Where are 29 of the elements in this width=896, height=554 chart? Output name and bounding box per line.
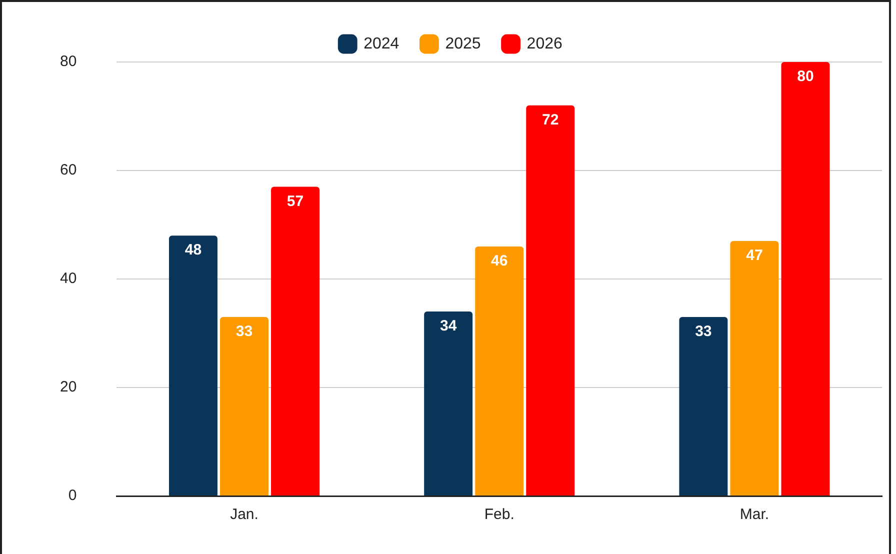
bar xyxy=(781,62,830,496)
bar xyxy=(730,241,779,496)
y-tick-label: 60 xyxy=(60,162,77,179)
data-label: 47 xyxy=(746,247,763,264)
data-label: 57 xyxy=(286,192,304,210)
y-tick-label: 40 xyxy=(60,270,77,288)
data-label: 33 xyxy=(695,323,712,340)
legend-label: 2025 xyxy=(445,35,481,52)
legend-label: 2024 xyxy=(364,35,400,52)
bar xyxy=(424,312,473,496)
y-tick-label: 20 xyxy=(60,378,77,396)
data-label: 72 xyxy=(542,112,559,129)
x-tick-label: Mar. xyxy=(740,506,770,524)
bar xyxy=(526,105,575,496)
data-label: 80 xyxy=(797,68,814,86)
x-tick-label: Jan. xyxy=(230,506,258,524)
bar xyxy=(168,236,218,496)
y-tick-label: 0 xyxy=(68,487,77,504)
bar xyxy=(679,316,728,496)
data-label: 48 xyxy=(184,242,202,259)
bar xyxy=(475,246,524,496)
x-tick-label: Feb. xyxy=(484,506,514,524)
data-label: 46 xyxy=(491,252,508,270)
data-label: 33 xyxy=(236,323,253,340)
y-tick-label: 80 xyxy=(60,53,77,70)
bar xyxy=(220,316,268,496)
bar xyxy=(271,186,320,496)
data-label: 34 xyxy=(440,318,458,335)
legend-label: 2026 xyxy=(526,35,562,52)
